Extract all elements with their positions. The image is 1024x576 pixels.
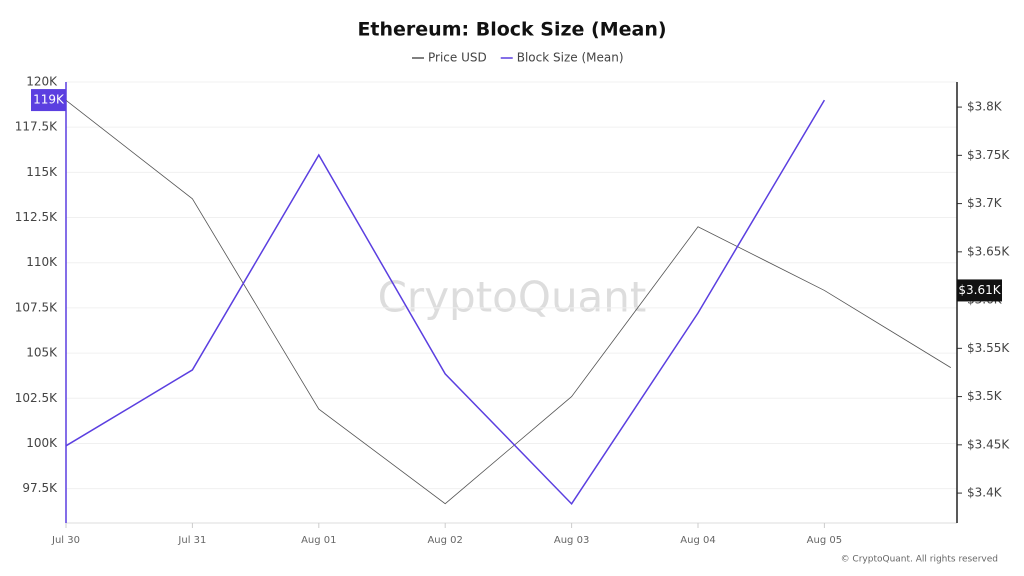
- y-tick-label: 115K: [26, 165, 58, 179]
- y2-tick-label: $3.55K: [967, 341, 1010, 355]
- y-tick-label: 107.5K: [15, 300, 58, 314]
- legend-label: Price USD: [428, 51, 487, 65]
- legend-label: Block Size (Mean): [517, 51, 624, 65]
- y2-tick-label: $3.8K: [967, 100, 1003, 114]
- y-tick-label: 105K: [26, 346, 58, 360]
- value-label-box: [31, 89, 66, 112]
- x-tick-label: Aug 05: [807, 535, 842, 546]
- x-tick-label: Aug 02: [427, 535, 462, 546]
- y-tick-label: 100K: [26, 436, 58, 450]
- series-line: [65, 99, 826, 506]
- x-tick-label: Aug 04: [680, 535, 715, 546]
- value-label-box: [957, 279, 1002, 302]
- y2-tick-label: $3.4K: [967, 486, 1003, 500]
- y2-tick-label: $3.45K: [967, 437, 1010, 451]
- y-tick-label: 102.5K: [15, 391, 58, 405]
- value-label: 119K: [33, 93, 65, 107]
- x-tick-label: Jul 30: [51, 535, 80, 546]
- x-tick-label: Aug 03: [554, 535, 589, 546]
- y-tick-label: 97.5K: [22, 481, 58, 495]
- x-tick-label: Jul 31: [177, 535, 206, 546]
- watermark: CryptoQuant: [378, 273, 647, 322]
- y-tick-label: 110K: [26, 255, 58, 269]
- y2-tick-label: $3.5K: [967, 389, 1003, 403]
- y-tick-label: 117.5K: [15, 120, 58, 134]
- y2-tick-label: $3.7K: [967, 196, 1003, 210]
- y-tick-label: 112.5K: [15, 210, 58, 224]
- y2-tick-label: $3.65K: [967, 244, 1010, 258]
- chart-title: Ethereum: Block Size (Mean): [357, 19, 666, 41]
- x-tick-label: Aug 01: [301, 535, 336, 546]
- y-tick-label: 120K: [26, 75, 58, 89]
- value-label: $3.61K: [958, 283, 1001, 297]
- y2-tick-label: $3.75K: [967, 148, 1010, 162]
- copyright: © CryptoQuant. All rights reserved: [841, 555, 998, 565]
- series-line: [65, 100, 952, 505]
